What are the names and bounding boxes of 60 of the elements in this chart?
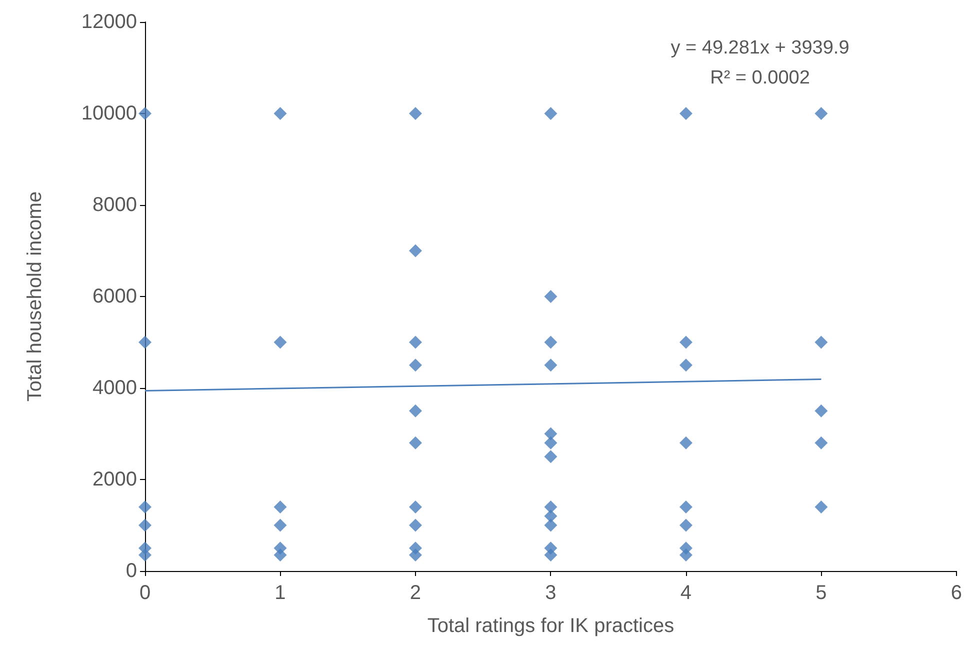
point	[138, 500, 152, 514]
point	[408, 107, 422, 120]
point	[274, 336, 287, 349]
point	[408, 500, 422, 514]
y-tick-label: 10000	[81, 102, 137, 124]
y-tick-label: 8000	[92, 194, 137, 216]
annotation: R² = 0.0002	[710, 68, 810, 88]
point	[544, 510, 558, 523]
x-tick-label: 2	[410, 582, 422, 604]
point	[274, 548, 287, 562]
y-tick-label: 2000	[92, 468, 137, 490]
point	[544, 290, 558, 303]
point	[274, 107, 287, 120]
point	[544, 450, 558, 464]
point	[544, 518, 558, 532]
point	[679, 436, 692, 450]
point	[274, 518, 287, 532]
point	[274, 500, 287, 514]
point	[679, 500, 692, 514]
x-tick-label: 3	[545, 582, 556, 604]
point	[138, 107, 152, 120]
point	[814, 500, 828, 514]
y-tick-label: 6000	[92, 286, 137, 308]
point	[679, 336, 692, 349]
x-tick-label: 5	[816, 582, 827, 604]
point	[544, 358, 558, 372]
point	[408, 548, 422, 562]
x-tick-label: 6	[950, 582, 962, 604]
point	[679, 518, 692, 532]
x-tick-label: 4	[680, 582, 692, 604]
point	[138, 548, 152, 562]
point	[408, 404, 422, 418]
point	[408, 336, 422, 349]
point	[814, 404, 828, 418]
x-tick-label: 0	[139, 582, 151, 604]
point	[544, 107, 558, 120]
annotation: y = 49.281x + 3939.9	[670, 38, 850, 58]
point	[138, 336, 152, 349]
y-tick-label: 0	[126, 560, 137, 582]
point	[679, 358, 692, 372]
point	[544, 500, 558, 514]
point	[544, 336, 558, 349]
point	[814, 107, 828, 120]
point	[408, 244, 422, 258]
point	[408, 518, 422, 532]
x-tick-label: 1	[274, 582, 286, 604]
point	[544, 436, 558, 450]
point	[408, 358, 422, 372]
y-axis-title: Total household income	[24, 191, 46, 402]
y-tick-label: 4000	[92, 377, 137, 399]
point	[814, 436, 828, 450]
x-axis-title: Total ratings for IK practices	[427, 615, 674, 637]
y-tick-label: 12000	[81, 11, 137, 33]
point	[408, 436, 422, 450]
point	[138, 518, 152, 532]
point	[544, 548, 558, 562]
point	[814, 336, 828, 349]
point	[544, 427, 558, 440]
point	[679, 548, 692, 562]
point	[679, 107, 692, 120]
